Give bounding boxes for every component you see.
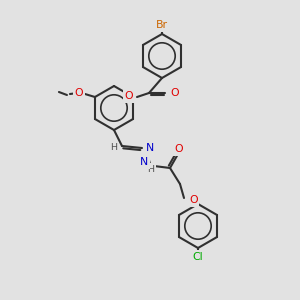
Text: O: O [175, 144, 183, 154]
Text: Br: Br [156, 20, 168, 30]
Text: O: O [74, 88, 83, 98]
Text: H: H [148, 164, 154, 173]
Text: O: O [124, 91, 133, 101]
Text: N: N [140, 157, 148, 167]
Text: O: O [189, 195, 198, 205]
Text: Cl: Cl [193, 252, 203, 262]
Text: O: O [170, 88, 178, 98]
Text: H: H [110, 143, 118, 152]
Text: N: N [146, 143, 154, 153]
